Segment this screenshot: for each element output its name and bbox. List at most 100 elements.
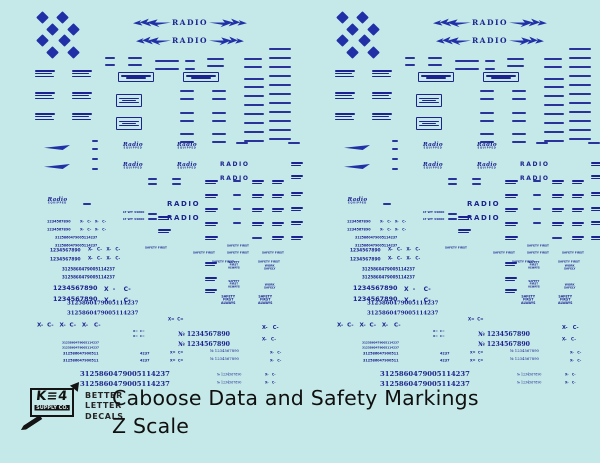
data-block-decal	[252, 194, 264, 200]
micro-line	[572, 210, 583, 213]
work-safely-line: WORK	[564, 263, 575, 267]
diamond-decal	[56, 11, 69, 24]
micro-text-strip	[233, 208, 241, 210]
safety-first-decal: SAFETY FIRST	[258, 252, 324, 271]
micro-line	[291, 209, 302, 212]
radio-script-text: Radio	[47, 196, 68, 203]
micro-line	[552, 194, 564, 196]
safety-first-decal: SAFETY FIRST	[227, 236, 293, 255]
micro-text-strip	[544, 113, 564, 115]
no-num-label: № 1234567890	[217, 372, 242, 377]
micro-line	[591, 164, 600, 167]
micro-line	[72, 97, 91, 100]
xc-decal: X- C-	[265, 373, 297, 392]
data-block-decal	[552, 180, 564, 186]
data-block-decal	[291, 192, 303, 198]
data-block-decal	[572, 180, 584, 186]
micro-text-strip	[533, 222, 541, 224]
micro-text-strip	[155, 60, 179, 62]
xc-label: X- C-	[570, 350, 582, 355]
radio-script-text: Radio	[476, 141, 498, 148]
micro-text-strip	[533, 194, 541, 196]
swoosh-decal	[344, 145, 370, 150]
no-num-decal: № 1234567890	[178, 331, 230, 350]
boxed-data-decal	[116, 94, 142, 107]
sheet-title: Caboose Data and Safety Markings	[112, 386, 479, 410]
no-num-label: № 1234567890	[178, 341, 230, 348]
micro-text-strip	[392, 158, 398, 160]
data-block-decal	[591, 162, 600, 168]
k4-logo: K≡4 SUPPLY CO.	[28, 388, 74, 420]
xceq-label: X= C=	[170, 358, 184, 363]
xc2-decal: X- C- X- C-	[380, 220, 458, 239]
micro-line	[291, 164, 302, 167]
xc-label: X- C-	[565, 372, 576, 377]
micro-line	[572, 224, 583, 227]
safety-first-always-line: FIRST	[229, 282, 239, 286]
num19-decal: 3125860479005114237	[55, 228, 182, 247]
xceq-label: X= C=	[433, 329, 445, 333]
micro-text-strip	[148, 218, 157, 220]
micro-text-strip	[105, 64, 115, 66]
xc-label: X- C-	[570, 358, 582, 363]
micro-text-strip	[533, 180, 541, 182]
num10-decal: 1234567890	[353, 286, 397, 305]
no-num-decal: № 1234567890	[217, 373, 290, 392]
xc-label: X- C-	[262, 336, 276, 342]
micro-line	[372, 94, 389, 97]
micro-text-strip	[233, 180, 241, 182]
lightning-bolt-icon	[436, 36, 471, 46]
micro-line	[205, 196, 216, 199]
safety-first-always-line: ALWAYS	[221, 301, 236, 306]
micro-text-strip	[180, 98, 194, 100]
data-block-decal	[205, 208, 218, 214]
num15-decal: 312586047900511	[363, 351, 469, 370]
xc2-label: X- C- X- C-	[80, 219, 107, 224]
data-block-decal	[272, 236, 284, 242]
no-num-decal: № 1234567890	[517, 373, 590, 392]
micro-line	[72, 118, 91, 121]
micro-line	[572, 238, 583, 241]
micro-line	[205, 222, 218, 224]
micro-text-strip	[544, 58, 562, 60]
micro-text-strip	[148, 183, 157, 185]
data-block-decal	[158, 229, 171, 235]
xc2-label: X- C- X- C-	[388, 246, 421, 252]
num10-decal: 1234567890	[347, 220, 418, 239]
num10-decal: 1234567890	[47, 212, 118, 231]
micro-text-strip	[244, 58, 262, 60]
micro-text-strip	[180, 90, 194, 92]
xc2-decal: X- C- X- C-	[388, 252, 485, 271]
micro-text-strip	[92, 148, 98, 150]
radio-text-decal: RADIO	[167, 191, 200, 210]
xc2-decal: X- C- X- C-	[80, 220, 158, 239]
safety-first-always-line: ALWAYS	[258, 301, 273, 306]
micro-line	[591, 223, 600, 226]
num19-label: 3125860479005114237	[80, 370, 170, 378]
micro-text-strip	[269, 138, 291, 140]
micro-text-strip	[392, 140, 398, 142]
micro-line	[591, 192, 600, 194]
xc2-label: X- C- X- C-	[88, 255, 121, 261]
micro-line	[291, 207, 303, 209]
micro-line	[125, 77, 147, 79]
data-block-decal	[291, 207, 303, 213]
radio-text-decal: RADIO	[467, 191, 500, 210]
micro-text-strip	[512, 112, 526, 114]
micro-text-strip	[544, 140, 564, 142]
micro-line	[335, 118, 354, 121]
xc-label: X- C-	[270, 358, 282, 363]
num19-decal: 3125860479005114237	[362, 262, 521, 281]
micro-line	[72, 92, 92, 94]
data-block-decal	[552, 194, 564, 200]
micro-line	[335, 94, 352, 97]
num19-label: 3125860479005114237	[62, 340, 99, 344]
micro-line	[252, 208, 264, 210]
brand-line-1: BETTER	[85, 391, 123, 400]
lt-wt-decal: LT WT 44600	[423, 209, 487, 228]
micro-text-strip	[233, 194, 241, 196]
data-block-decal	[272, 222, 284, 228]
micro-text-strip	[180, 141, 194, 143]
micro-line	[425, 77, 447, 79]
safety-first-always-decal: SAFETY FIRST ALWAYS	[558, 295, 600, 326]
